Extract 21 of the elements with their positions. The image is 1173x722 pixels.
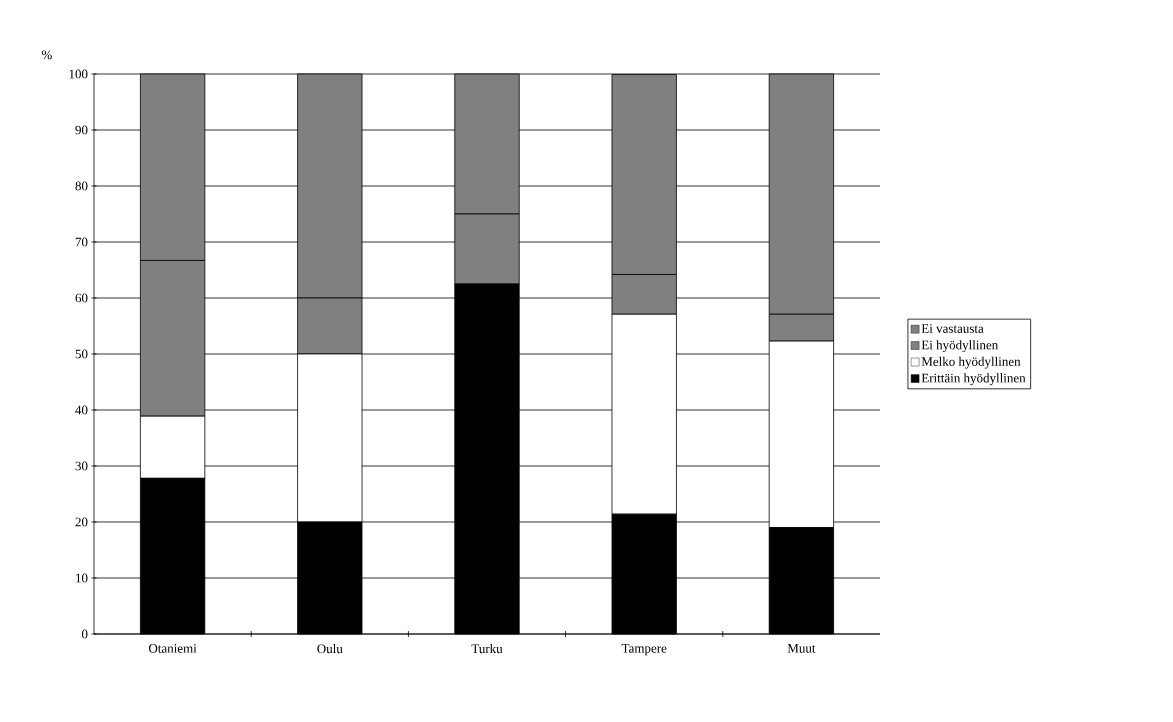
legend-label: Melko hyödyllinen (921, 356, 1021, 369)
x-tick-label: Tampere (621, 644, 667, 656)
y-tick-label: 0 (81, 629, 88, 639)
y-axis-title: % (41, 50, 52, 60)
x-tick-label: Muut (787, 644, 816, 653)
x-tick-label: Otaniemi (148, 644, 197, 653)
y-tick-label: 70 (75, 237, 88, 247)
y-tick-label: 100 (69, 69, 88, 79)
legend-label: Erittäin hyödyllinen (921, 373, 1026, 386)
y-tick-label: 60 (75, 293, 88, 303)
y-tick-label: 90 (75, 125, 88, 135)
y-tick-label: 10 (76, 573, 88, 583)
x-tick-label: Turku (471, 644, 503, 654)
y-tick-label: 80 (75, 181, 88, 191)
y-tick-label: 50 (75, 349, 88, 359)
y-tick-label: 40 (75, 405, 88, 415)
y-tick-label: 30 (75, 461, 88, 471)
legend-label: Ei vastausta (921, 324, 984, 333)
y-tick-label: 20 (75, 517, 88, 527)
legend-label: Ei hyödyllinen (921, 340, 999, 353)
x-tick-label: Oulu (317, 644, 343, 654)
